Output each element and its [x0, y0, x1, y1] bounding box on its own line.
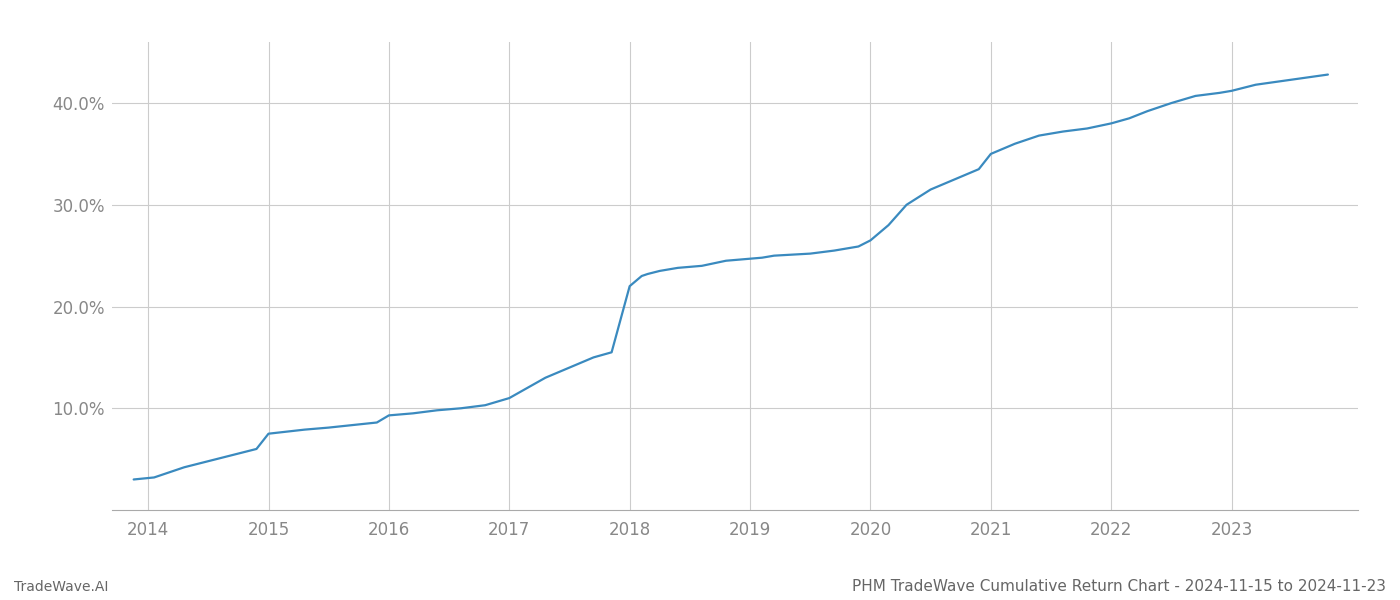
- Text: PHM TradeWave Cumulative Return Chart - 2024-11-15 to 2024-11-23: PHM TradeWave Cumulative Return Chart - …: [853, 579, 1386, 594]
- Text: TradeWave.AI: TradeWave.AI: [14, 580, 108, 594]
